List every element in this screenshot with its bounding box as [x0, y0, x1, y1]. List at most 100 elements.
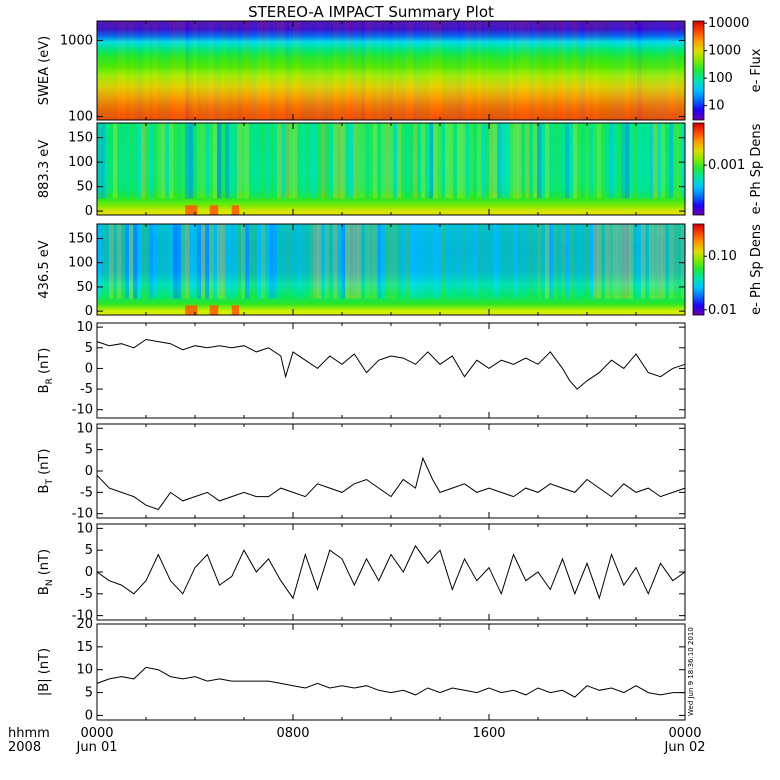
heatmap-streak: [469, 123, 474, 199]
heatmap-streak: [493, 123, 498, 199]
heatmap-streak: [393, 21, 398, 120]
heatmap-streak: [165, 21, 170, 120]
panel-pad883: 0.001 e- Ph Sp Dens 0 50 100 150 883.3 eV: [37, 122, 764, 219]
heatmap-pad436: [97, 224, 685, 315]
heatmap-streak: [325, 123, 330, 199]
heatmap-streak: [681, 123, 686, 199]
heatmap-streak: [169, 123, 174, 199]
heatmap-streak: [277, 21, 282, 120]
heatmap-streak: [121, 21, 126, 120]
heatmap-streak: [533, 21, 538, 120]
heatmap-streak: [593, 123, 598, 199]
heatmap-streak: [261, 21, 266, 120]
heatmap-streak: [561, 224, 566, 299]
heatmap-hotspot: [185, 205, 198, 215]
heatmap-streak: [329, 224, 334, 299]
heatmap-streak: [133, 224, 138, 299]
heatmap-streak: [429, 123, 434, 199]
heatmap-streak: [189, 123, 194, 199]
heatmap-streak: [237, 224, 242, 299]
heatmap-streak: [285, 224, 290, 299]
heatmap-streak: [145, 21, 150, 120]
heatmap-streak: [681, 224, 686, 299]
heatmap-streak: [273, 123, 278, 199]
heatmap-streak: [249, 21, 254, 120]
heatmap-streak: [553, 21, 558, 120]
heatmap-streak: [425, 21, 430, 120]
heatmap-streak: [473, 123, 478, 199]
heatmap-hotspot: [185, 305, 198, 315]
heatmap-hotspot: [231, 205, 240, 215]
heatmap-streak: [425, 224, 430, 299]
time-tick-label: 1600: [472, 726, 505, 741]
heatmap-streak: [677, 123, 682, 199]
heatmap-streak: [121, 224, 126, 299]
heatmap-streak: [609, 123, 614, 199]
heatmap-streak: [305, 21, 310, 120]
heatmap-streak: [257, 123, 262, 199]
heatmap-streak: [409, 123, 414, 199]
heatmap-streak: [633, 123, 638, 199]
heatmap-streak: [477, 224, 482, 299]
heatmap-streak: [589, 123, 594, 199]
heatmap-streak: [457, 123, 462, 199]
y-tick-label: 0: [85, 708, 93, 723]
axis-label-sub: R: [45, 378, 55, 384]
heatmap-streak: [485, 21, 490, 120]
heatmap-streak: [669, 21, 674, 120]
colorbar-tick-label: 0.001: [708, 158, 745, 173]
heatmap-streak: [529, 224, 534, 299]
heatmap-streak: [433, 224, 438, 299]
heatmap-streak: [333, 21, 338, 120]
heatmap-streak: [257, 21, 262, 120]
heatmap-streak: [397, 224, 402, 299]
heatmap-streak: [261, 123, 266, 199]
heatmap-streak: [341, 21, 346, 120]
heatmap-hotspot: [209, 205, 219, 215]
y-tick-label: 20: [76, 617, 93, 632]
heatmap-streak: [209, 21, 214, 120]
colorbar-tick-label: 1000: [708, 44, 741, 59]
heatmap-streak: [445, 123, 450, 199]
heatmap-streak: [369, 21, 374, 120]
heatmap-streak: [653, 21, 658, 120]
heatmap-streak: [201, 123, 206, 199]
heatmap-streak: [253, 224, 258, 299]
heatmap-streak: [437, 21, 442, 120]
heatmap-streak: [269, 21, 274, 120]
heatmap-streak: [125, 123, 130, 199]
heatmap-streak: [657, 21, 662, 120]
heatmap-streak: [217, 123, 222, 199]
heatmap-streak: [501, 21, 506, 120]
heatmap-streak: [117, 21, 122, 120]
heatmap-streak: [265, 21, 270, 120]
heatmap-streak: [189, 21, 194, 120]
heatmap-streak: [569, 224, 574, 299]
heatmap-streak: [517, 21, 522, 120]
panel-pad436: 0.01 0.10 e- Ph Sp Dens 0 50 100 150 436.5 eV: [37, 223, 764, 319]
heatmap-streak: [525, 123, 530, 199]
heatmap-streak: [637, 224, 642, 299]
heatmap-streak: [177, 123, 182, 199]
heatmap-pad883: [97, 123, 685, 215]
heatmap-streak: [265, 224, 270, 299]
heatmap-streak: [113, 123, 118, 199]
heatmap-streak: [225, 21, 230, 120]
heatmap-streak: [609, 21, 614, 120]
heatmap-streak: [673, 21, 678, 120]
heatmap-streak: [641, 224, 646, 299]
heatmap-streak: [301, 123, 306, 199]
heatmap-streak: [209, 224, 214, 299]
y-tick-label: 0: [85, 204, 93, 219]
heatmap-streak: [229, 123, 234, 199]
time-axis-label-hhmm: hhmm: [8, 726, 50, 741]
heatmap-streak: [373, 123, 378, 199]
heatmap-streak: [113, 224, 118, 299]
heatmap-streak: [241, 224, 246, 299]
heatmap-streak: [449, 224, 454, 299]
heatmap-streak: [525, 224, 530, 299]
heatmap-streak: [573, 224, 578, 299]
heatmap-streak: [353, 224, 358, 299]
heatmap-streak: [509, 123, 514, 199]
